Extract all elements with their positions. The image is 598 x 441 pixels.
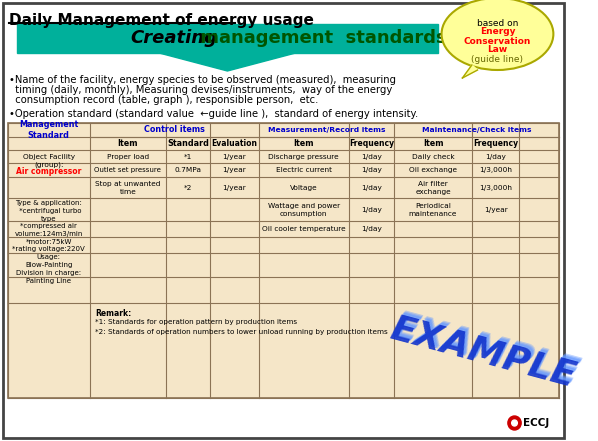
Text: 1/day: 1/day: [361, 226, 382, 232]
Text: Electric current: Electric current: [276, 167, 332, 173]
Text: Creating: Creating: [131, 29, 218, 47]
Text: 1/day: 1/day: [361, 154, 382, 160]
Text: Daily check: Daily check: [411, 154, 454, 160]
FancyBboxPatch shape: [3, 3, 564, 438]
Text: Type & application:
 *centrifugal turbo
type
*compressed air
volume:124m3/min
*m: Type & application: *centrifugal turbo t…: [13, 200, 85, 284]
Text: 1/day: 1/day: [361, 207, 382, 213]
Text: *1: *1: [184, 154, 193, 160]
Text: Law: Law: [487, 45, 508, 55]
Polygon shape: [159, 53, 295, 71]
Text: *1: Standards for operation pattern by production items: *1: Standards for operation pattern by p…: [94, 319, 297, 325]
Text: 1/3,000h: 1/3,000h: [479, 185, 512, 191]
Text: Control items: Control items: [144, 126, 205, 135]
Text: Periodical
maintenance: Periodical maintenance: [409, 203, 457, 217]
Text: Management
Standard: Management Standard: [19, 120, 78, 140]
Text: Proper load: Proper load: [107, 154, 149, 160]
Text: EXAMPLE: EXAMPLE: [390, 309, 582, 391]
Text: Oil exchange: Oil exchange: [409, 167, 457, 173]
Text: 1/year: 1/year: [222, 185, 246, 191]
Text: Wattage and power
consumption: Wattage and power consumption: [268, 203, 340, 217]
Text: 1/year: 1/year: [222, 167, 246, 173]
Text: consumption record (table, graph ), responsible person,  etc.: consumption record (table, graph ), resp…: [10, 95, 319, 105]
Text: Object Facility
(group):: Object Facility (group):: [23, 154, 75, 168]
Text: 1/day: 1/day: [361, 167, 382, 173]
Polygon shape: [17, 24, 438, 53]
Text: management  standards: management standards: [194, 29, 447, 47]
Text: ECCJ: ECCJ: [523, 418, 550, 428]
Text: •Operation standard (standard value  ←guide line ),  standard of energy intensit: •Operation standard (standard value ←gui…: [10, 109, 419, 119]
Text: EXAMPLE: EXAMPLE: [390, 308, 584, 390]
Polygon shape: [462, 65, 478, 78]
Text: *2: Standards of operation numbers to lower unload running by production items: *2: Standards of operation numbers to lo…: [94, 329, 388, 335]
Text: Maintenance/Check items: Maintenance/Check items: [422, 127, 532, 133]
Text: Voltage: Voltage: [290, 185, 318, 191]
Text: (guide line): (guide line): [471, 56, 523, 64]
Text: 1/day: 1/day: [485, 154, 506, 160]
Text: Frequency: Frequency: [349, 139, 394, 149]
Text: 0.7MPa: 0.7MPa: [175, 167, 202, 173]
Text: timing (daily, monthly), Measuring devises/instruments,  way of the energy: timing (daily, monthly), Measuring devis…: [10, 85, 393, 95]
Text: Discharge pressure: Discharge pressure: [269, 154, 339, 160]
Text: Energy: Energy: [480, 27, 515, 37]
Text: EXAMPLE: EXAMPLE: [389, 310, 582, 392]
FancyBboxPatch shape: [8, 123, 559, 398]
Text: •Name of the facility, energy species to be observed (measured),  measuring: •Name of the facility, energy species to…: [10, 75, 396, 85]
Text: Daily Management of energy usage: Daily Management of energy usage: [10, 13, 315, 28]
Text: *2: *2: [184, 185, 193, 191]
Text: 1/year: 1/year: [222, 154, 246, 160]
Text: Item: Item: [423, 139, 443, 149]
Text: Stop at unwanted
time: Stop at unwanted time: [95, 181, 161, 195]
Text: Frequency: Frequency: [473, 139, 518, 149]
Text: Outlet set pressure: Outlet set pressure: [94, 167, 161, 173]
Circle shape: [512, 420, 517, 426]
Text: Measurement/Record items: Measurement/Record items: [268, 127, 385, 133]
Text: Oil cooler temperature: Oil cooler temperature: [262, 226, 346, 232]
Text: Conservation: Conservation: [464, 37, 531, 45]
Text: 1/day: 1/day: [361, 185, 382, 191]
Text: Standard: Standard: [167, 139, 209, 149]
Text: Air compressor: Air compressor: [16, 167, 81, 176]
Text: 1/year: 1/year: [484, 207, 508, 213]
Circle shape: [508, 416, 521, 430]
Ellipse shape: [441, 0, 553, 70]
Text: EXAMPLE: EXAMPLE: [387, 312, 579, 394]
Text: Remark:: Remark:: [94, 309, 131, 318]
Text: Item: Item: [294, 139, 314, 149]
Text: Air filter
exchange: Air filter exchange: [415, 181, 451, 195]
Text: Item: Item: [118, 139, 138, 149]
Text: 1/3,000h: 1/3,000h: [479, 167, 512, 173]
Text: based on: based on: [477, 19, 518, 27]
Text: Evaluation: Evaluation: [212, 139, 258, 149]
